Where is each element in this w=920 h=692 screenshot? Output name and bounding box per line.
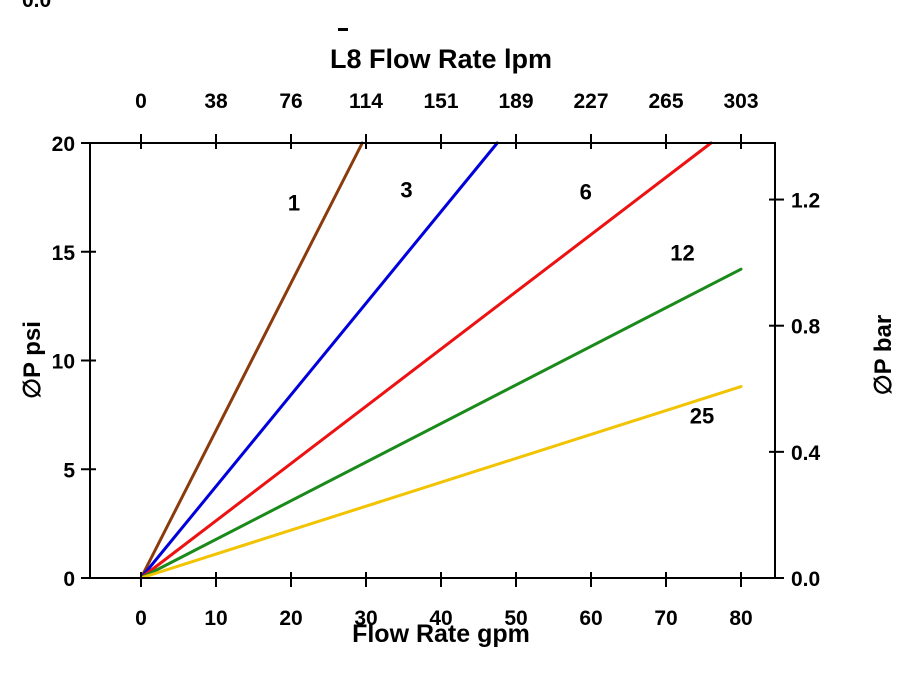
x-bottom-tick-label: 40	[429, 607, 452, 630]
x-top-tick-label: 114	[349, 90, 383, 113]
y-right-tick-label: 0.8	[791, 316, 821, 339]
x-bottom-tick-label: 60	[579, 607, 602, 630]
series-label-1: 1	[288, 190, 300, 215]
y-right-tick-label: 0.4	[791, 442, 821, 465]
x-bottom-tick-label: 10	[204, 607, 227, 630]
series-line-12	[139, 267, 743, 580]
series-label-12: 12	[670, 240, 694, 265]
y-left-tick-label: 0	[63, 568, 75, 591]
x-top-tick-label: 227	[573, 90, 608, 113]
x-top-tick-label: 303	[723, 90, 758, 113]
cropped-artifact-text: 0.0	[22, 0, 52, 12]
x-axis-title: Flow Rate gpm	[352, 620, 530, 648]
series-line-6	[139, 141, 713, 580]
x-top-tick-label: 151	[423, 90, 458, 113]
x-bottom-tick-label: 50	[504, 607, 527, 630]
y-left-tick-label: 5	[63, 459, 75, 482]
x-top-tick-label: 76	[279, 90, 302, 113]
series-label-3: 3	[400, 177, 412, 202]
series-line-1	[139, 141, 364, 580]
series-line-25	[139, 385, 743, 580]
x-bottom-tick-label: 0	[135, 607, 147, 630]
x-bottom-tick-label: 70	[654, 607, 677, 630]
x-top-tick-label: 0	[135, 90, 147, 113]
y-right-tick-label: 1.2	[791, 190, 820, 213]
x-bottom-tick-label: 80	[729, 607, 752, 630]
series-label-6: 6	[580, 180, 592, 205]
series-label-25: 25	[690, 404, 714, 429]
x-top-tick-label: 265	[648, 90, 683, 113]
chart-title: L8 Flow Rate lpm	[329, 44, 553, 74]
x-bottom-tick-label: 30	[354, 607, 377, 630]
x-top-tick-label: 38	[204, 90, 228, 113]
x-bottom-tick-label: 20	[279, 607, 302, 630]
y-left-tick-label: 20	[52, 133, 75, 156]
y-left-tick-label: 15	[52, 242, 76, 265]
x-top-tick-label: 189	[498, 90, 533, 113]
y-left-tick-label: 10	[52, 351, 75, 374]
series-line-3	[139, 141, 499, 580]
y-right-tick-label: 0.0	[791, 568, 820, 591]
artifact-mark	[338, 28, 348, 31]
